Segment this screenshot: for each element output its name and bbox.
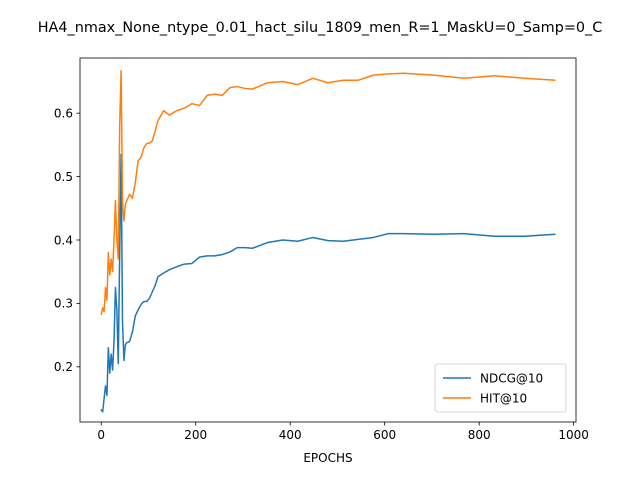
- series-line-0: [100, 153, 556, 413]
- y-tick-label: 0.5: [54, 170, 73, 184]
- x-tick-label: 0: [97, 428, 105, 442]
- legend-box: [434, 363, 567, 413]
- legend: NDCG@10 HIT@10: [434, 363, 567, 413]
- y-axis: 0.2 0.3 0.4 0.5 0.6: [54, 106, 80, 374]
- y-tick-label: 0.4: [54, 233, 73, 247]
- x-axis: 0 200 400 600 800 1000: [97, 422, 589, 442]
- y-tick-label: 0.2: [54, 360, 73, 374]
- x-tick-label: 400: [279, 428, 302, 442]
- legend-label-1: HIT@10: [480, 391, 527, 405]
- y-tick-label: 0.3: [54, 297, 73, 311]
- x-tick-label: 1000: [558, 428, 589, 442]
- x-tick-label: 200: [184, 428, 207, 442]
- series-line-1: [100, 69, 556, 316]
- chart-title: HA4_nmax_None_ntype_0.01_hact_silu_1809_…: [38, 20, 603, 36]
- x-axis-label: EPOCHS: [303, 451, 352, 465]
- x-tick-label: 600: [373, 428, 396, 442]
- legend-label-0: NDCG@10: [480, 371, 543, 385]
- plot-lines: [100, 69, 556, 413]
- y-tick-label: 0.6: [54, 106, 73, 120]
- x-tick-label: 800: [468, 428, 491, 442]
